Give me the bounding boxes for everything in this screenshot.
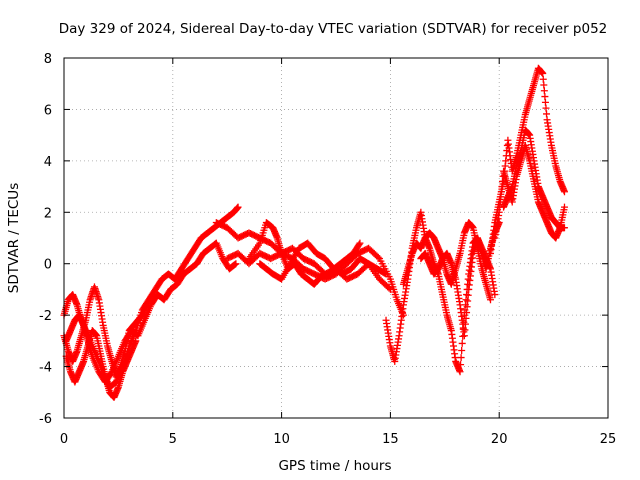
y-tick-label: 4 <box>44 155 52 170</box>
y-tick-label: 8 <box>44 52 52 67</box>
data-point <box>382 270 390 278</box>
x-axis-label: GPS time / hours <box>278 458 391 474</box>
y-tick-label: 0 <box>44 258 52 273</box>
series-track-9 <box>382 208 499 376</box>
x-tick-label: 10 <box>273 432 290 447</box>
data-point <box>386 285 394 293</box>
series-track-8 <box>256 239 390 283</box>
data-point <box>457 354 465 362</box>
data-point <box>356 239 364 247</box>
data-point <box>560 188 568 196</box>
data-point <box>491 291 499 299</box>
x-tick-label: 20 <box>491 432 508 447</box>
data-point <box>458 339 466 347</box>
series-layer <box>60 64 568 401</box>
data-point <box>355 240 363 248</box>
x-tick-label: 25 <box>600 432 617 447</box>
y-tick-label: 6 <box>44 103 52 118</box>
y-tick-label: -2 <box>39 309 52 324</box>
data-point <box>560 203 568 211</box>
plot-frame <box>63 57 609 419</box>
data-point <box>132 337 140 345</box>
series-track-7 <box>245 219 364 288</box>
data-point <box>143 301 151 309</box>
chart-title: Day 329 of 2024, Sidereal Day-to-day VTE… <box>59 21 608 37</box>
data-point <box>234 203 242 211</box>
y-tick-label: -4 <box>39 361 52 376</box>
y-tick-label: -6 <box>39 412 52 427</box>
series-track-4 <box>62 327 140 401</box>
series-track-3 <box>60 283 151 381</box>
data-point <box>232 260 240 268</box>
series-track-1 <box>60 203 242 391</box>
data-point <box>560 224 568 232</box>
data-point <box>457 361 465 369</box>
data-point <box>385 284 393 292</box>
x-tick-label: 0 <box>60 432 68 447</box>
data-point <box>456 368 464 376</box>
data-point <box>486 296 494 304</box>
x-tick-label: 5 <box>169 432 177 447</box>
tick-layer: 0 5 10 15 20 25 -6 -4 -2 0 2 4 6 8 <box>39 52 616 447</box>
series-track-14 <box>500 126 568 232</box>
y-tick-label: 2 <box>44 206 52 221</box>
series-track-12 <box>486 64 568 257</box>
x-tick-label: 15 <box>382 432 399 447</box>
data-point <box>374 253 382 261</box>
y-axis-label: SDTVAR / TECUs <box>6 183 22 293</box>
data-point <box>458 347 466 354</box>
